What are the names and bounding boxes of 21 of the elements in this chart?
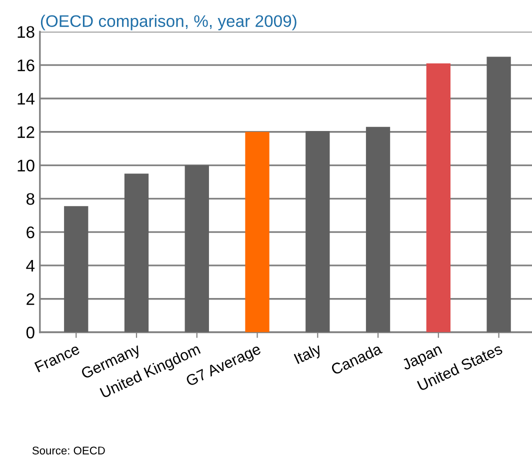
bar — [306, 131, 330, 332]
y-tick-label: 4 — [26, 260, 35, 272]
bar — [184, 165, 209, 332]
y-tick-label: 18 — [18, 26, 34, 38]
bar — [426, 63, 450, 332]
bar — [245, 132, 270, 332]
bar — [366, 126, 390, 332]
y-tick-label: 0 — [26, 326, 34, 338]
source-note: Source: OECD — [32, 446, 105, 454]
y-tick-label: 16 — [18, 59, 34, 72]
y-tick-label: 6 — [26, 226, 34, 238]
chart-subtitle: (OECD comparison, %, year 2009) — [40, 14, 296, 30]
x-tick-label: Italy — [294, 342, 324, 367]
y-tick-label: 10 — [18, 160, 34, 172]
y-tick-label: 8 — [26, 193, 34, 205]
bar — [124, 174, 149, 332]
bar — [486, 56, 511, 332]
y-tick-label: 12 — [18, 126, 34, 138]
y-tick-label: 2 — [26, 293, 34, 305]
bar — [64, 206, 88, 332]
y-tick-label: 14 — [18, 93, 35, 105]
